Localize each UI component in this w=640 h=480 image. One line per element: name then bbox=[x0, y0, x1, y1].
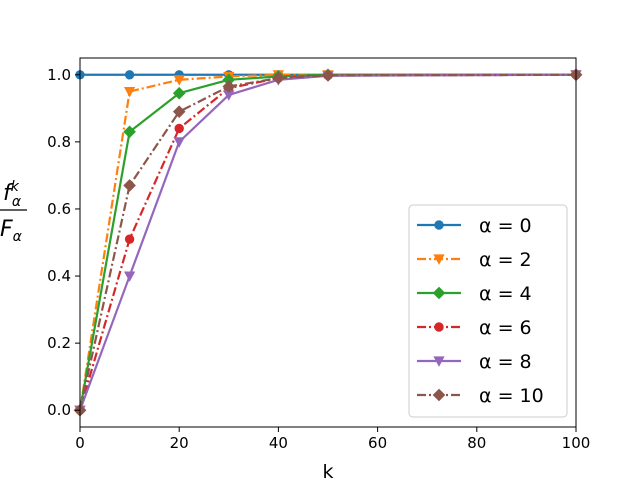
legend-label: α = 8 bbox=[479, 351, 532, 373]
data-point bbox=[173, 137, 185, 148]
legend: α = 0 α = 2 α = 4 α = 6 α = 8 α = 10 bbox=[408, 204, 568, 418]
data-point bbox=[124, 70, 135, 80]
y-axis-label-numerator: fk α bbox=[3, 179, 22, 210]
y-tick-label: 0.4 bbox=[47, 267, 71, 285]
legend-label: α = 6 bbox=[479, 317, 532, 339]
y-tick-label: 1.0 bbox=[47, 66, 71, 84]
y-tick-label: 0.0 bbox=[47, 401, 71, 419]
legend-box bbox=[408, 204, 568, 418]
legend-marker bbox=[432, 388, 446, 402]
y-tick-label: 0.8 bbox=[47, 133, 71, 151]
x-tick-label: 40 bbox=[269, 434, 288, 452]
data-point bbox=[124, 234, 135, 244]
legend-item: α = 8 bbox=[417, 351, 532, 373]
data-point bbox=[321, 69, 335, 82]
x-axis-ticks: 0 20 40 60 80 100 bbox=[75, 427, 590, 452]
legend-label: α = 10 bbox=[479, 385, 544, 407]
data-point bbox=[272, 71, 285, 85]
legend-item: α = 4 bbox=[417, 283, 532, 305]
legend-marker bbox=[433, 254, 445, 265]
legend-marker bbox=[434, 322, 444, 332]
x-tick-label: 100 bbox=[562, 434, 591, 452]
legend-item: α = 6 bbox=[417, 317, 532, 339]
y-tick-label: 0.2 bbox=[47, 334, 71, 352]
data-point bbox=[123, 271, 136, 282]
axes-frame bbox=[79, 57, 577, 428]
x-tick-label: 0 bbox=[75, 434, 85, 452]
data-point bbox=[123, 179, 136, 192]
data-point bbox=[123, 125, 136, 139]
legend-item: α = 10 bbox=[417, 385, 544, 407]
x-axis-label: k bbox=[322, 461, 333, 480]
data-point bbox=[172, 86, 186, 100]
data-point bbox=[174, 123, 184, 134]
y-numerator-sub: α bbox=[12, 194, 22, 210]
x-tick-label: 80 bbox=[467, 434, 486, 452]
data-point bbox=[173, 75, 185, 86]
data-point bbox=[123, 86, 136, 98]
y-denominator-symbol: F bbox=[0, 217, 13, 242]
legend-label: α = 2 bbox=[479, 249, 532, 271]
legend-marker bbox=[433, 356, 445, 367]
data-point bbox=[222, 80, 236, 93]
x-tick-label: 60 bbox=[368, 434, 387, 452]
legend-marker bbox=[434, 220, 444, 230]
legend-label: α = 0 bbox=[479, 215, 532, 237]
y-numerator-symbol: f bbox=[3, 181, 14, 206]
y-denominator-sub: α bbox=[13, 229, 23, 245]
data-point bbox=[172, 105, 186, 118]
legend-item: α = 2 bbox=[417, 249, 532, 271]
y-tick-label: 0.6 bbox=[47, 200, 71, 218]
y-axis-label: fk α Fα bbox=[0, 179, 27, 245]
y-numerator-sup: k bbox=[11, 179, 20, 195]
legend-label: α = 4 bbox=[479, 283, 532, 305]
series-layer bbox=[73, 68, 583, 417]
y-axis-ticks: 0.0 0.2 0.4 0.6 0.8 1.0 bbox=[47, 66, 80, 419]
legend-item: α = 0 bbox=[417, 215, 532, 237]
y-axis-label-denominator: Fα bbox=[0, 217, 23, 245]
legend-marker bbox=[432, 286, 446, 300]
series-5 bbox=[73, 68, 583, 417]
x-tick-label: 20 bbox=[170, 434, 189, 452]
